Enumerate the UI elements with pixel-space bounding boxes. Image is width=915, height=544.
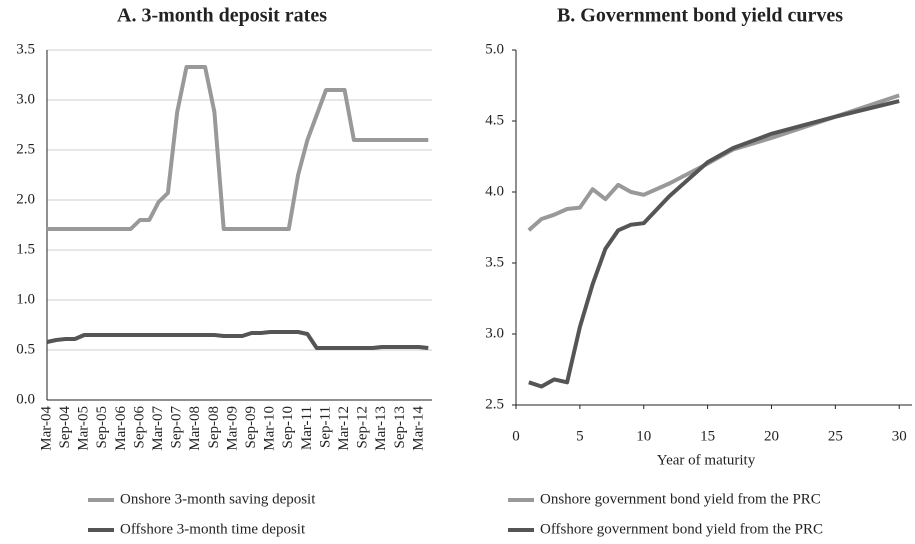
x-tick-label: Mar-06: [113, 406, 129, 451]
x-tick-label: 20: [764, 428, 779, 444]
chart-title: A. 3-month deposit rates: [117, 5, 327, 27]
series-line: [527, 93, 900, 232]
x-tick-label: Sep-09: [243, 406, 259, 449]
x-tick-label: Sep-06: [131, 406, 147, 449]
x-tick-label: Mar-13: [373, 406, 389, 451]
x-tick-label: 10: [636, 428, 651, 444]
x-tick-label: Mar-04: [38, 406, 54, 451]
x-tick-label: Sep-10: [280, 406, 296, 449]
x-tick-label: 15: [700, 428, 715, 444]
x-tick-label: 25: [828, 428, 843, 444]
y-tick-label: 2.5: [485, 396, 504, 412]
x-tick-label: Sep-05: [94, 406, 110, 449]
x-tick-label: 0: [512, 428, 520, 444]
legend-label: Onshore 3-month saving deposit: [120, 491, 316, 507]
y-tick-label: 1.0: [16, 291, 35, 307]
x-tick-label: Sep-13: [392, 406, 408, 449]
y-tick-label: 4.0: [485, 183, 504, 199]
x-tick-label: Mar-12: [336, 406, 352, 451]
y-tick-label: 0.5: [16, 341, 35, 357]
y-tick-label: 3.0: [16, 91, 35, 107]
y-tick-label: 0.0: [16, 391, 35, 407]
y-tick-label: 2.0: [16, 191, 35, 207]
y-tick-label: 5.0: [485, 41, 504, 57]
y-tick-label: 1.5: [16, 241, 35, 257]
series-line: [528, 99, 900, 389]
x-tick-label: Mar-10: [262, 406, 278, 451]
x-tick-label: 5: [576, 428, 584, 444]
series-line: [46, 330, 429, 350]
x-tick-label: Sep-07: [169, 406, 185, 449]
x-tick-label: Mar-08: [187, 406, 203, 451]
legend-label: Onshore government bond yield from the P…: [540, 491, 821, 507]
x-tick-label: Mar-09: [224, 406, 240, 451]
y-tick-label: 2.5: [16, 141, 35, 157]
x-tick-label: Mar-14: [410, 406, 426, 451]
x-tick-label: Sep-08: [206, 406, 222, 449]
y-tick-label: 4.5: [485, 112, 504, 128]
y-tick-label: 3.5: [16, 41, 35, 57]
series-line: [47, 65, 429, 231]
y-tick-label: 3.0: [485, 325, 504, 341]
legend-label: Offshore 3-month time deposit: [120, 521, 306, 537]
legend-label: Offshore government bond yield from the …: [540, 521, 823, 537]
x-tick-label: Mar-07: [150, 406, 166, 451]
x-tick-label: Mar-05: [76, 406, 92, 451]
x-tick-label: Sep-12: [355, 406, 371, 449]
x-tick-label: Sep-11: [317, 406, 333, 448]
x-tick-label: Sep-04: [57, 406, 73, 449]
x-tick-label: 30: [892, 428, 907, 444]
chart-title: B. Government bond yield curves: [557, 5, 843, 27]
y-tick-label: 3.5: [485, 254, 504, 270]
x-tick-label: Mar-11: [299, 406, 315, 450]
x-axis-label: Year of maturity: [657, 452, 756, 468]
